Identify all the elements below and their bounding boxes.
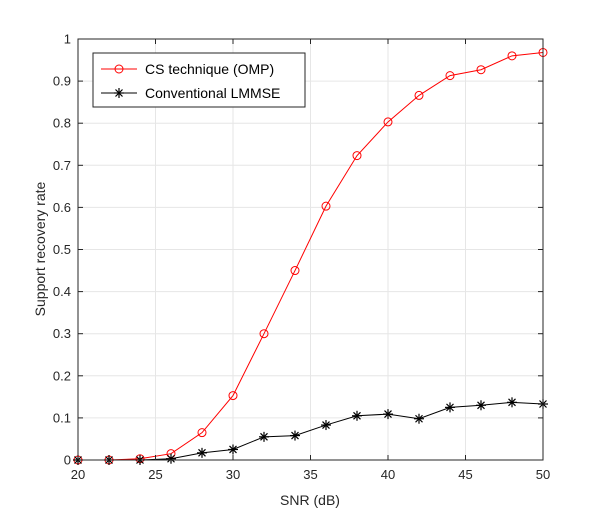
data-point-circle (259, 329, 269, 339)
x-tick-label: 20 (71, 467, 85, 482)
data-point-circle (228, 391, 238, 401)
axis-ticks: 20 25 30 35 40 45 50 0 0.1 0.2 0.3 0.4 0.5 0.6 0.7 0.8 0… (53, 32, 550, 483)
data-point-circle (383, 117, 393, 127)
data-point-asterisk (507, 397, 517, 408)
data-point-asterisk (166, 453, 176, 464)
y-tick-label: 0.3 (53, 326, 71, 341)
y-tick-label: 0.6 (53, 200, 71, 215)
data-point-asterisk (259, 431, 269, 442)
data-point-circle (197, 428, 207, 438)
data-point-circle (445, 71, 455, 81)
data-point-circle (321, 201, 331, 211)
x-tick-label: 35 (303, 467, 317, 482)
data-point-asterisk (352, 410, 362, 421)
x-tick-label: 40 (381, 467, 395, 482)
y-tick-label: 0.1 (53, 410, 71, 425)
legend-marker-omp (114, 64, 124, 74)
y-tick-label: 1 (64, 32, 71, 47)
legend-marker-lmmse (114, 88, 124, 98)
data-point-circle (352, 151, 362, 161)
legend-label-lmmse: Conventional LMMSE (145, 85, 280, 101)
data-point-circle (507, 51, 517, 61)
data-point-asterisk (228, 444, 238, 455)
legend: CS technique (OMP) Conventional LMMSE (92, 52, 306, 108)
x-axis-label: SNR (dB) (280, 492, 340, 508)
y-tick-label: 0.7 (53, 158, 71, 173)
x-tick-label: 50 (536, 467, 550, 482)
data-point-asterisk (414, 413, 424, 424)
x-tick-label: 30 (226, 467, 240, 482)
legend-label-omp: CS technique (OMP) (145, 61, 274, 77)
y-tick-label: 0.4 (53, 284, 71, 299)
x-tick-label: 25 (148, 467, 162, 482)
y-tick-label: 0 (64, 453, 71, 468)
data-point-asterisk (197, 447, 207, 458)
y-tick-label: 0.5 (53, 242, 71, 257)
data-point-asterisk (290, 430, 300, 441)
legend-box (92, 52, 306, 108)
y-tick-label: 0.8 (53, 116, 71, 131)
data-point-asterisk (321, 420, 331, 431)
y-tick-label: 0.9 (53, 74, 71, 89)
x-tick-label: 45 (458, 467, 472, 482)
y-axis-label: Support recovery rate (32, 181, 48, 316)
data-point-asterisk (383, 409, 393, 420)
data-point-circle (290, 266, 300, 276)
data-point-asterisk (445, 402, 455, 413)
data-point-circle (476, 65, 486, 75)
data-point-circle (414, 90, 424, 100)
data-point-asterisk (476, 400, 486, 411)
y-tick-label: 0.2 (53, 368, 71, 383)
